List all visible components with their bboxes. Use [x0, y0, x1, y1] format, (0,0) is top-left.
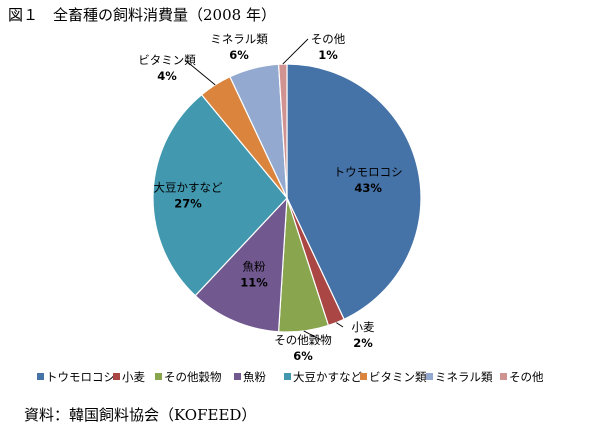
slice-label-8: その他: [311, 32, 346, 46]
slice-value-7: 6%: [229, 48, 249, 62]
pie-slices: [152, 63, 422, 333]
slice-label-1: トウモロコシ: [334, 165, 403, 179]
slice-label-6: ビタミン類: [138, 53, 196, 67]
slice-label-3: その他穀物: [274, 333, 332, 347]
slice-value-5: 27%: [174, 196, 202, 210]
legend-label-8: その他: [509, 370, 544, 384]
source-note: 資料：韓国飼料協会（KOFEED）: [24, 406, 257, 424]
pie-slice-5: [152, 93, 288, 297]
legend-label-6: ビタミン類: [369, 370, 427, 384]
slice-value-3: 6%: [293, 349, 313, 363]
slice-label-4: 魚粉: [243, 259, 266, 273]
slice-value-4: 11%: [240, 275, 268, 289]
leader-line-8: [282, 38, 309, 65]
leader-line-6: [184, 59, 216, 86]
slice-value-2: 2%: [353, 336, 373, 350]
legend-swatch-8: [500, 373, 507, 380]
legend-label-3: その他穀物: [164, 370, 222, 384]
legend-swatch-4: [234, 373, 241, 380]
slice-value-6: 4%: [157, 69, 177, 83]
pie-chart: トウモロコシ 43% 小麦 2% その他穀物 6% 魚粉 11% 大豆かすなど 27% ビタミン類 4…: [37, 32, 544, 384]
legend-label-7: ミネラル類: [435, 370, 493, 384]
legend-label-5: 大豆かすなど: [293, 370, 362, 384]
legend: トウモロコシ 小麦 その他穀物 魚粉 大豆かすなど ビタミン類 ミネラル類 その他: [37, 370, 544, 384]
legend-label-4: 魚粉: [243, 370, 266, 384]
slice-label-7: ミネラル類: [210, 32, 268, 46]
legend-swatch-3: [155, 373, 162, 380]
pie-slice-4: [194, 196, 288, 333]
leader-line-3: [303, 330, 322, 341]
slice-value-1: 43%: [354, 181, 382, 195]
legend-swatch-2: [113, 373, 120, 380]
slice-label-2: 小麦: [352, 320, 375, 334]
figure-title: 図１ 全畜種の飼料消費量（2008 年）: [8, 6, 276, 24]
slice-labels: トウモロコシ 43% 小麦 2% その他穀物 6% 魚粉 11% 大豆かすなど 27% ビタミン類 4…: [138, 32, 402, 363]
legend-label-1: トウモロコシ: [46, 370, 115, 384]
leader-lines: [184, 38, 344, 341]
slice-label-5: 大豆かすなど: [153, 180, 222, 194]
legend-swatch-5: [284, 373, 291, 380]
leader-line-2: [336, 322, 344, 328]
legend-swatch-6: [360, 373, 367, 380]
legend-swatch-1: [37, 373, 44, 380]
legend-swatch-7: [426, 373, 433, 380]
slice-value-8: 1%: [318, 48, 338, 62]
legend-label-2: 小麦: [122, 370, 145, 384]
pie-slice-1: [286, 63, 422, 321]
